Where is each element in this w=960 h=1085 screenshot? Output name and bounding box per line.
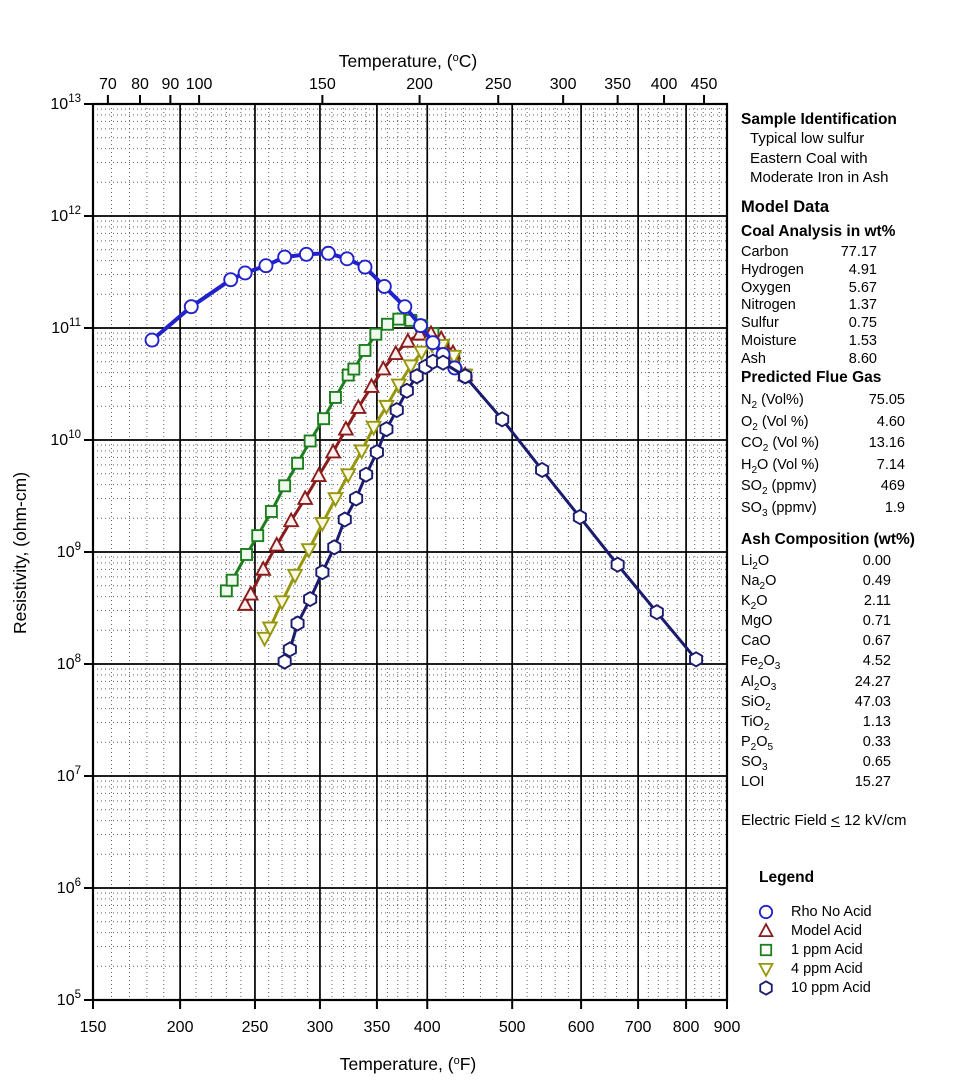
svg-text:1011: 1011 [51, 317, 81, 337]
series-markers-10-ppm-acid [277, 353, 704, 670]
svg-text:100: 100 [186, 76, 213, 93]
svg-text:1012: 1012 [50, 205, 81, 225]
svg-text:300: 300 [550, 76, 577, 93]
svg-text:80: 80 [131, 76, 149, 93]
svg-text:350: 350 [364, 1019, 391, 1036]
series-markers-rho-no-acid [144, 245, 473, 384]
svg-text:800: 800 [673, 1019, 700, 1036]
svg-text:1010: 1010 [50, 429, 81, 449]
svg-text:300: 300 [307, 1019, 334, 1036]
svg-text:600: 600 [568, 1019, 595, 1036]
svg-text:109: 109 [57, 541, 81, 561]
svg-text:900: 900 [714, 1019, 741, 1036]
svg-text:500: 500 [499, 1019, 526, 1036]
svg-text:108: 108 [57, 653, 81, 673]
svg-text:700: 700 [625, 1019, 652, 1036]
svg-text:1013: 1013 [50, 93, 81, 113]
y-axis-title: Resistivity, (ohm-cm) [10, 472, 30, 634]
svg-text:350: 350 [604, 76, 631, 93]
top-axis-title: Temperature, (oC) [339, 51, 477, 71]
svg-text:70: 70 [99, 76, 117, 93]
series-line-10-ppm-acid [283, 360, 698, 664]
svg-text:450: 450 [691, 76, 718, 93]
series-markers-4-ppm-acid [256, 338, 474, 648]
svg-text:250: 250 [485, 76, 512, 93]
svg-text:150: 150 [80, 1019, 107, 1036]
svg-text:200: 200 [167, 1019, 194, 1036]
svg-text:200: 200 [406, 76, 433, 93]
svg-text:106: 106 [57, 877, 81, 897]
svg-text:150: 150 [309, 76, 336, 93]
svg-text:400: 400 [651, 76, 678, 93]
svg-text:90: 90 [161, 76, 179, 93]
svg-text:105: 105 [57, 989, 81, 1009]
svg-text:400: 400 [414, 1019, 441, 1036]
svg-text:250: 250 [242, 1019, 269, 1036]
x-axis-title: Temperature, (oF) [340, 1054, 476, 1074]
svg-text:107: 107 [57, 765, 81, 785]
